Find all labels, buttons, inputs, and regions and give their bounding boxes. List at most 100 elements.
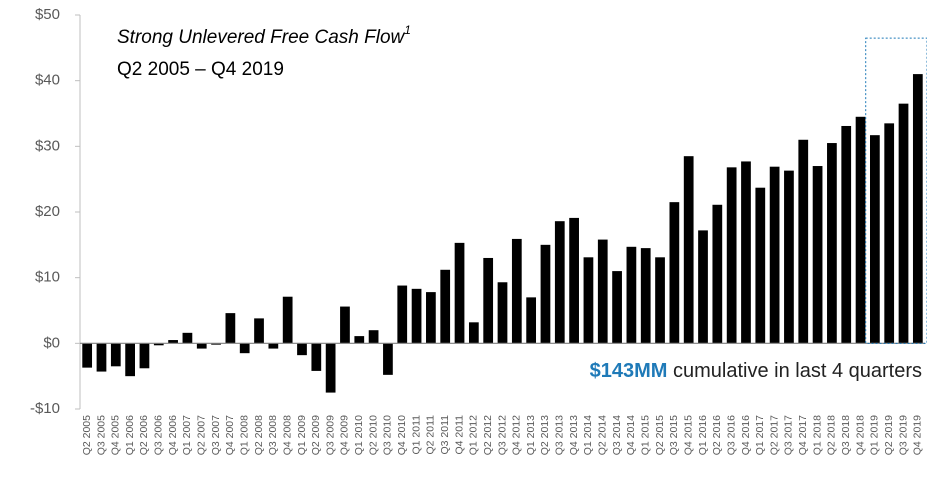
bar (612, 271, 622, 344)
bar (583, 257, 594, 344)
chart-subtitle: Q2 2005 – Q4 2019 (117, 59, 284, 80)
bar (784, 170, 794, 344)
bar (655, 257, 665, 344)
x-tick-label: Q1 2012 (468, 415, 480, 455)
x-tick-label: Q3 2013 (554, 415, 566, 455)
bar (526, 297, 537, 344)
y-tick-label: $0 (43, 334, 60, 351)
bar (855, 116, 866, 344)
bar (196, 343, 207, 349)
bar (884, 123, 895, 344)
x-tick-label: Q2 2013 (539, 415, 551, 455)
x-tick-label: Q2 2009 (310, 415, 322, 455)
bar (239, 343, 250, 354)
x-tick-label: Q2 2006 (138, 415, 150, 455)
x-tick-label: Q3 2018 (840, 415, 852, 455)
bar (411, 288, 422, 344)
bar (669, 202, 680, 344)
bar (225, 313, 236, 344)
x-tick-label: Q1 2013 (525, 415, 537, 455)
bar (540, 244, 551, 344)
bar (741, 161, 751, 344)
bar (912, 74, 923, 344)
x-tick-label: Q2 2016 (711, 415, 723, 455)
x-tick-label: Q4 2015 (682, 415, 694, 455)
x-tick-label: Q3 2005 (95, 415, 107, 455)
x-tick-label: Q4 2019 (912, 415, 924, 455)
x-tick-label: Q4 2013 (568, 415, 580, 455)
bar (211, 343, 221, 345)
bar (153, 343, 164, 346)
x-tick-label: Q3 2014 (611, 415, 623, 455)
bar (812, 166, 823, 344)
y-tick-label: $10 (35, 269, 60, 286)
x-tick-label: Q4 2005 (110, 415, 122, 455)
title-text: Strong Unlevered Free Cash Flow (117, 27, 406, 48)
bar (683, 156, 694, 344)
x-tick-label: Q2 2012 (482, 415, 494, 455)
bar (110, 343, 121, 367)
x-tick-label: Q4 2012 (511, 415, 523, 455)
bar (254, 318, 264, 344)
x-tick-label: Q2 2008 (253, 415, 265, 455)
chart-title: Strong Unlevered Free Cash Flow1 (117, 23, 411, 48)
bar (497, 282, 508, 344)
bar (82, 343, 93, 368)
y-tick-label: $50 (35, 6, 60, 23)
x-tick-label: Q3 2015 (668, 415, 680, 455)
bar (297, 343, 307, 356)
annotation: $143MM cumulative in last 4 quarters (590, 360, 922, 382)
x-tick-label: Q2 2005 (81, 415, 93, 455)
x-tick-label: Q2 2014 (597, 415, 609, 455)
bar (870, 135, 880, 344)
x-tick-label: Q4 2017 (797, 415, 809, 455)
bar (483, 257, 494, 344)
annotation-highlight: $143MM (590, 360, 668, 382)
bar (726, 167, 737, 344)
x-tick-label: Q4 2006 (167, 415, 179, 455)
bar (626, 246, 637, 344)
x-tick-label: Q4 2008 (281, 415, 293, 455)
x-tick-label: Q3 2007 (210, 415, 222, 455)
bar (96, 343, 107, 372)
bar (311, 343, 322, 371)
x-tick-label: Q2 2017 (768, 415, 780, 455)
x-tick-label: Q4 2011 (453, 415, 465, 455)
x-tick-label: Q1 2019 (869, 415, 881, 455)
bar (769, 166, 780, 344)
bar (698, 230, 708, 344)
x-tick-label: Q4 2007 (224, 415, 236, 455)
bar (511, 238, 522, 344)
bar (798, 139, 809, 344)
bar (139, 343, 150, 369)
x-tick-label: Q4 2010 (396, 415, 408, 455)
x-tick-label: Q3 2016 (725, 415, 737, 455)
x-tick-label: Q1 2015 (640, 415, 652, 455)
x-tick-label: Q2 2011 (425, 415, 437, 455)
x-tick-label: Q1 2009 (296, 415, 308, 455)
bar (368, 330, 379, 344)
bar (268, 343, 279, 349)
x-tick-label: Q3 2019 (897, 415, 909, 455)
bar (712, 204, 723, 344)
x-tick-label: Q4 2018 (854, 415, 866, 455)
bar (755, 187, 766, 344)
x-tick-label: Q2 2015 (654, 415, 666, 455)
bar (182, 332, 193, 344)
bar (354, 336, 365, 344)
bar (827, 143, 837, 344)
x-tick-label: Q2 2010 (367, 415, 379, 455)
y-tick-label: -$10 (30, 400, 60, 417)
x-tick-label: Q1 2007 (181, 415, 193, 455)
bar (597, 239, 608, 344)
x-tick-label: Q4 2009 (339, 415, 351, 455)
annotation-text: cumulative in last 4 quarters (673, 360, 922, 382)
x-tick-label: Q3 2011 (439, 415, 451, 455)
x-tick-label: Q3 2010 (382, 415, 394, 455)
y-tick-label: $30 (35, 137, 60, 154)
bar (383, 343, 393, 375)
bar (898, 103, 909, 344)
x-tick-label: Q1 2006 (124, 415, 136, 455)
x-tick-label: Q3 2017 (783, 415, 795, 455)
